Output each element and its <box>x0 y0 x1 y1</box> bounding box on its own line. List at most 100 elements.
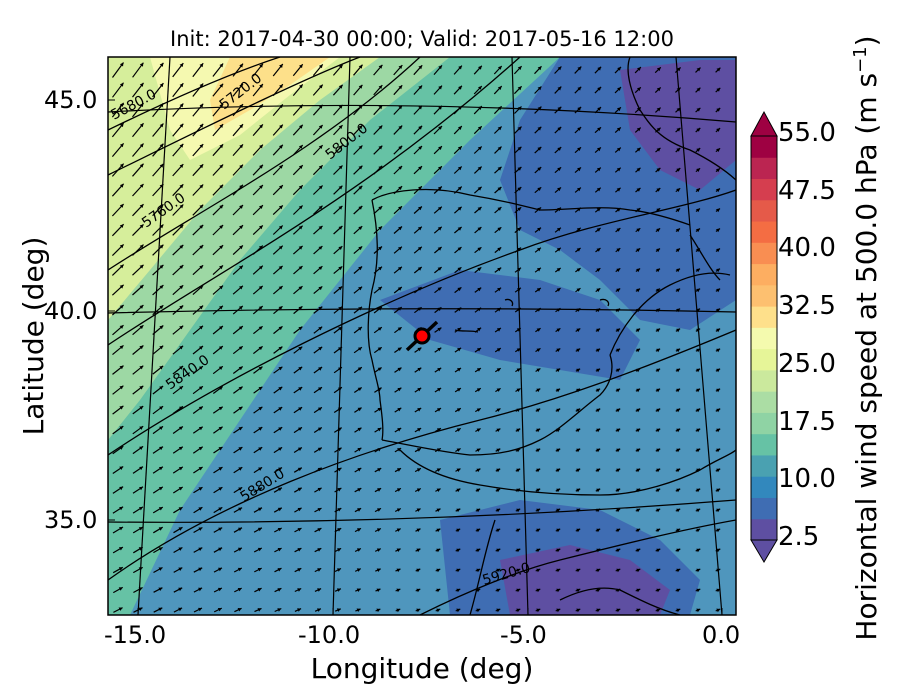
wind-arrow-head <box>297 608 302 612</box>
wind-arrow-head <box>557 86 562 91</box>
colorbar-segment <box>751 369 777 392</box>
wind-arrow-head <box>119 62 124 67</box>
wind-arrow-head <box>696 148 701 152</box>
wind-arrow-head <box>536 608 541 613</box>
wind-speed-band-core <box>210 57 330 130</box>
wind-arrow-head <box>456 468 461 472</box>
wind-arrow-head <box>458 85 462 90</box>
wind-arrow-head <box>357 447 362 452</box>
wind-arrow-head <box>318 104 323 109</box>
wind-arrow-head <box>139 406 144 410</box>
wind-arrow-head <box>556 528 561 533</box>
wind-arrow-head <box>198 567 203 572</box>
wind-arrow-head <box>318 185 323 190</box>
wind-arrow-head <box>456 388 461 392</box>
wind-arrow-head <box>178 487 183 491</box>
wind-arrow-head <box>397 327 402 331</box>
wind-arrow-head <box>238 326 243 330</box>
wind-arrow-head <box>418 166 422 170</box>
wind-arrow-head <box>517 86 522 91</box>
wind-arrow-head <box>418 186 422 191</box>
wind-arrow-head <box>636 488 641 493</box>
wind-arrow-head <box>397 266 402 271</box>
wind-arrow-head <box>696 308 701 313</box>
wind-arrow-head <box>278 407 283 411</box>
wind-arrow-head <box>279 84 283 89</box>
wind-arrow-head <box>496 548 501 553</box>
wind-arrow-head <box>179 305 184 310</box>
wind-arrow-head <box>159 83 164 88</box>
wind-arrow-head <box>656 87 661 92</box>
wind-arrow-head <box>497 146 502 151</box>
wind-arrow-head <box>436 528 441 533</box>
wind-arrow-head <box>118 567 123 571</box>
wind-arrow-head <box>397 287 402 291</box>
wind-arrow-head <box>259 124 263 129</box>
wind-arrow-head <box>616 127 621 132</box>
wind-arrow-head <box>436 428 441 432</box>
wind-arrow-head <box>219 184 224 189</box>
wind-arrow-head <box>297 588 302 592</box>
wind-arrow-head <box>418 85 423 90</box>
wind-arrow-head <box>278 265 283 270</box>
wind-arrow-head <box>456 408 461 412</box>
wind-arrow-head <box>496 468 501 473</box>
wind-arrow-head <box>437 247 442 251</box>
wind-arrow-head <box>298 286 303 290</box>
wind-arrow-head <box>138 567 143 571</box>
wind-arrow-head <box>378 206 383 210</box>
wind-arrow-head <box>119 123 124 128</box>
wind-arrow-head <box>159 264 164 269</box>
wind-arrow-head <box>437 186 442 191</box>
wind-arrow-head <box>716 388 721 393</box>
wind-arrow-head <box>516 308 521 312</box>
wind-arrow-head <box>636 528 641 533</box>
wind-arrow-head <box>576 448 581 453</box>
wind-arrow-head <box>219 103 224 108</box>
wind-arrow-head <box>537 187 542 191</box>
wind-arrow-head <box>496 348 501 352</box>
wind-arrow-head <box>557 187 561 192</box>
wind-arrow-head <box>398 226 402 231</box>
wind-arrow-head <box>139 426 144 430</box>
y-axis-label: Latitude (deg) <box>17 236 50 436</box>
wind-arrow-head <box>119 204 124 208</box>
wind-arrow-head <box>596 388 601 393</box>
wind-arrow-head <box>398 125 403 130</box>
wind-arrow-head <box>139 163 144 168</box>
wind-arrow-head <box>179 406 183 410</box>
wind-arrow-head <box>556 608 561 613</box>
wind-arrow-head <box>398 85 403 90</box>
wind-arrow-head <box>696 268 700 273</box>
wind-arrow-head <box>259 84 263 88</box>
wind-arrow-head <box>417 246 422 251</box>
wind-arrow-head <box>357 407 362 412</box>
wind-arrow-head <box>436 468 441 472</box>
wind-arrow-head <box>239 104 243 108</box>
wind-arrow-head <box>617 87 621 91</box>
wind-arrow-head <box>676 508 681 513</box>
wind-arrow-head <box>239 184 243 189</box>
wind-arrow-head <box>378 226 383 231</box>
wind-arrow-head <box>596 167 601 172</box>
wind-arrow-head <box>317 407 322 411</box>
wind-arrow-head <box>178 567 183 571</box>
colorbar-segment <box>751 454 777 477</box>
wind-arrow-head <box>279 165 283 169</box>
wind-arrow-head <box>556 428 561 433</box>
wind-arrow-head <box>258 507 262 512</box>
wind-arrow-head <box>716 168 720 173</box>
wind-arrow-head <box>656 568 661 573</box>
wind-arrow-head <box>537 167 542 171</box>
wind-arrow-head <box>198 547 203 551</box>
wind-arrow-head <box>158 547 163 551</box>
wind-arrow-head <box>536 267 541 272</box>
wind-arrow-head <box>219 144 224 149</box>
wind-arrow-head <box>596 308 601 313</box>
wind-arrow-head <box>179 184 184 189</box>
wind-arrow-head <box>238 507 243 511</box>
wind-arrow-head <box>358 327 362 331</box>
wind-arrow-head <box>237 547 242 552</box>
wind-arrow-head <box>119 385 124 390</box>
